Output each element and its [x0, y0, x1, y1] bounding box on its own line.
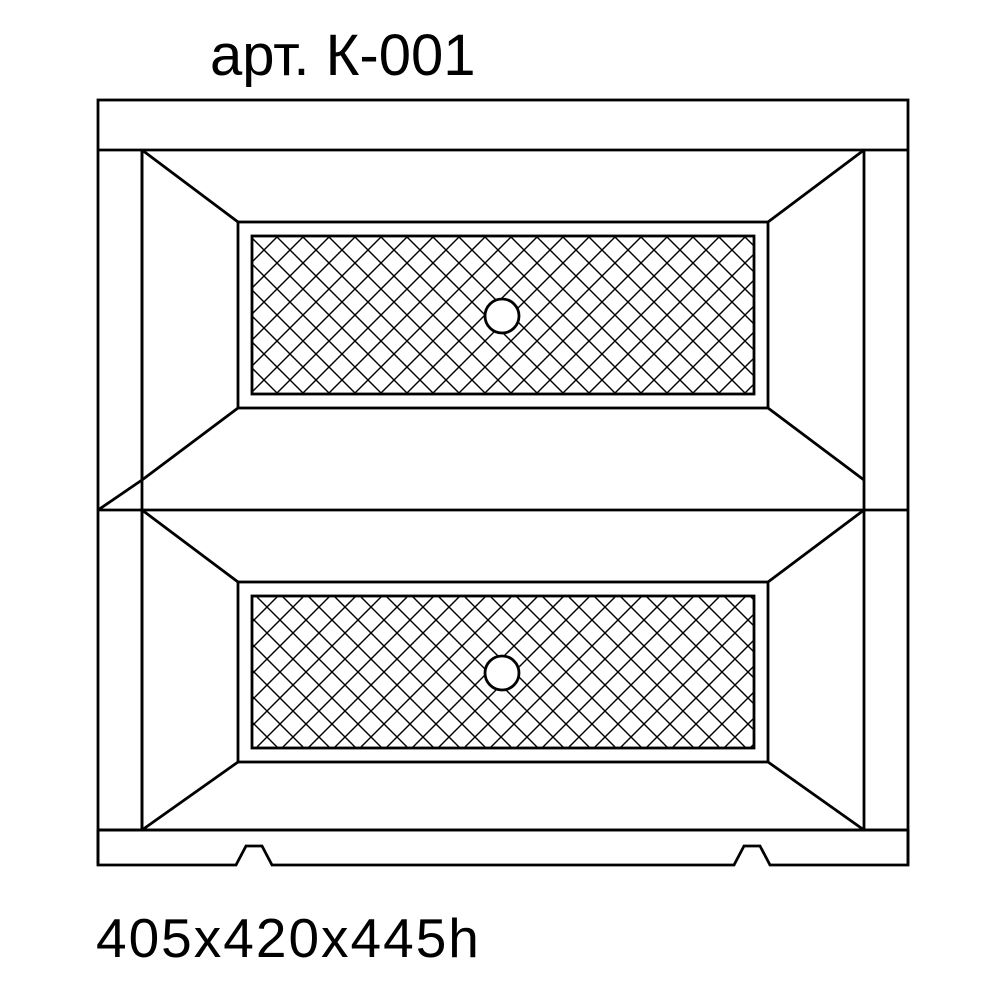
furniture-line-drawing	[0, 0, 1000, 1000]
